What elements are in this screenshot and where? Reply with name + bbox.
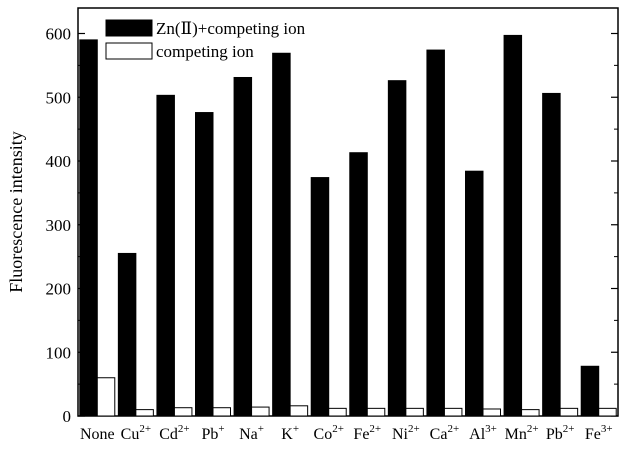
legend: Zn(Ⅱ)+competing ion competing ion — [105, 19, 306, 61]
bar-series-2-1 — [135, 409, 154, 417]
y-axis-title: Fluorescence intensity — [6, 131, 26, 292]
bar-series-2-2 — [173, 407, 193, 417]
legend-swatch-series-2 — [105, 42, 153, 60]
bar-series-1-3 — [195, 112, 214, 417]
x-tick-label: Al3+ — [469, 423, 497, 443]
y-tick-label: 400 — [46, 152, 72, 171]
x-tick-label: Cd2+ — [159, 423, 189, 443]
legend-swatch-series-1 — [105, 19, 153, 37]
bar-series-2-12 — [559, 407, 579, 417]
x-tick-label: Co2+ — [314, 423, 344, 443]
bar-series-1-5 — [272, 52, 291, 417]
y-tick-label: 0 — [63, 407, 72, 426]
bar-series-2-7 — [366, 407, 386, 417]
bar-series-2-8 — [405, 407, 424, 417]
bar-series-1-11 — [503, 34, 523, 417]
bar-series-2-3 — [212, 407, 231, 417]
x-tick-label: Pb2+ — [546, 423, 575, 443]
bar-series-1-4 — [233, 76, 253, 417]
x-tick-label: Mn2+ — [505, 423, 539, 443]
bar-series-1-10 — [465, 170, 484, 417]
x-tick-label: K+ — [281, 423, 299, 443]
bar-series-1-8 — [387, 80, 407, 417]
plot-frame — [77, 7, 619, 417]
y-tick-label: 600 — [46, 25, 72, 44]
bars — [79, 34, 617, 417]
bar-series-2-4 — [251, 406, 270, 417]
bar-series-2-10 — [482, 408, 501, 417]
bar-series-1-0 — [79, 39, 98, 417]
bar-series-2-11 — [521, 409, 540, 417]
x-tick-label: Cu2+ — [121, 423, 151, 443]
bar-series-2-13 — [598, 407, 617, 417]
x-tick-label: Ni2+ — [392, 423, 420, 443]
x-tick-label: Fe3+ — [585, 423, 613, 443]
bar-series-1-7 — [349, 152, 368, 417]
bar-series-2-9 — [443, 407, 463, 417]
y-tick-label: 200 — [46, 280, 72, 299]
y-axis: 0 100 200 300 400 500 600 — [46, 25, 618, 426]
legend-label-series-2: competing ion — [156, 42, 254, 61]
legend-label-series-1: Zn(Ⅱ)+competing ion — [156, 19, 306, 38]
x-tick-label: Pb+ — [201, 423, 224, 443]
bar-series-1-13 — [580, 365, 600, 417]
x-tick-label: Ca2+ — [430, 423, 460, 443]
bar-series-1-12 — [542, 92, 561, 417]
bar-series-1-6 — [310, 177, 330, 417]
y-tick-label: 300 — [46, 216, 72, 235]
bar-series-1-9 — [426, 49, 445, 417]
x-tick-label: None — [80, 426, 115, 443]
bar-series-1-2 — [156, 94, 175, 417]
y-tick-label: 100 — [46, 343, 72, 362]
x-tick-label: Fe2+ — [353, 423, 381, 443]
bar-series-1-1 — [117, 252, 137, 417]
x-tick-label: Na+ — [239, 423, 264, 443]
bar-series-2-6 — [328, 407, 347, 417]
bar-series-2-0 — [96, 377, 116, 417]
y-tick-label: 500 — [46, 88, 72, 107]
x-axis: None Cu2+ Cd2+ Pb+ Na+ K+ Co2+ Fe2+ Ni2+ Ca2+ Al3+… — [80, 423, 613, 443]
bar-series-2-5 — [289, 405, 309, 417]
